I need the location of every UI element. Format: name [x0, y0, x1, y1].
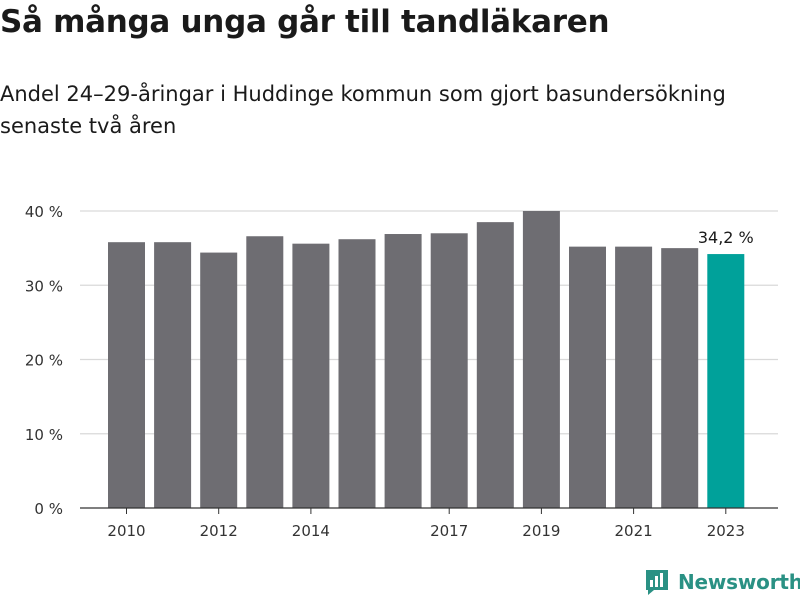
x-tick-label: 2012: [200, 522, 238, 540]
bar-2019: [522, 211, 560, 508]
newsworthy-logo: Newsworthy: [644, 568, 800, 596]
y-tick-label: 0 %: [34, 500, 63, 518]
x-tick-label: 2014: [292, 522, 330, 540]
y-tick-label: 40 %: [25, 203, 63, 221]
x-tick-label: 2021: [615, 522, 653, 540]
x-tick-label: 2010: [107, 522, 145, 540]
bar-2018: [476, 222, 514, 508]
bar-2013: [246, 236, 284, 508]
bar-2021: [615, 246, 653, 508]
chart-title: Så många unga går till tandläkaren: [0, 4, 610, 40]
bar-2020: [569, 246, 606, 508]
bar-2023: [707, 254, 745, 508]
bar-2015: [338, 239, 376, 508]
axes: [80, 507, 778, 514]
y-tick-label: 30 %: [25, 277, 63, 295]
bar-2010: [108, 242, 145, 508]
bar-2017: [430, 233, 468, 508]
chart-subtitle: Andel 24–29-åringar i Huddinge kommun so…: [0, 82, 726, 138]
brand-name: Newsworthy: [678, 570, 800, 594]
bars: [108, 211, 745, 509]
bar-2016: [384, 234, 422, 508]
x-tick-label: 2019: [522, 522, 560, 540]
bar-2014: [292, 243, 330, 509]
newsworthy-icon: [646, 570, 668, 595]
data-label-2023: 34,2 %: [698, 228, 754, 247]
x-tick-label: 2023: [707, 522, 745, 540]
y-tick-label: 10 %: [25, 426, 63, 444]
bar-2012: [200, 252, 238, 508]
y-tick-label: 20 %: [25, 352, 63, 370]
labels: 0 % 10 % 20 % 30 % 40 % 2010 2012 2014 2017 2019 2…: [25, 203, 754, 540]
bar-chart: 0 % 10 % 20 % 30 % 40 % 2010 2012 2014 2017 2019 2…: [25, 203, 778, 540]
bar-2011: [154, 242, 192, 508]
bar-2022: [661, 248, 699, 508]
x-tick-label: 2017: [430, 522, 468, 540]
